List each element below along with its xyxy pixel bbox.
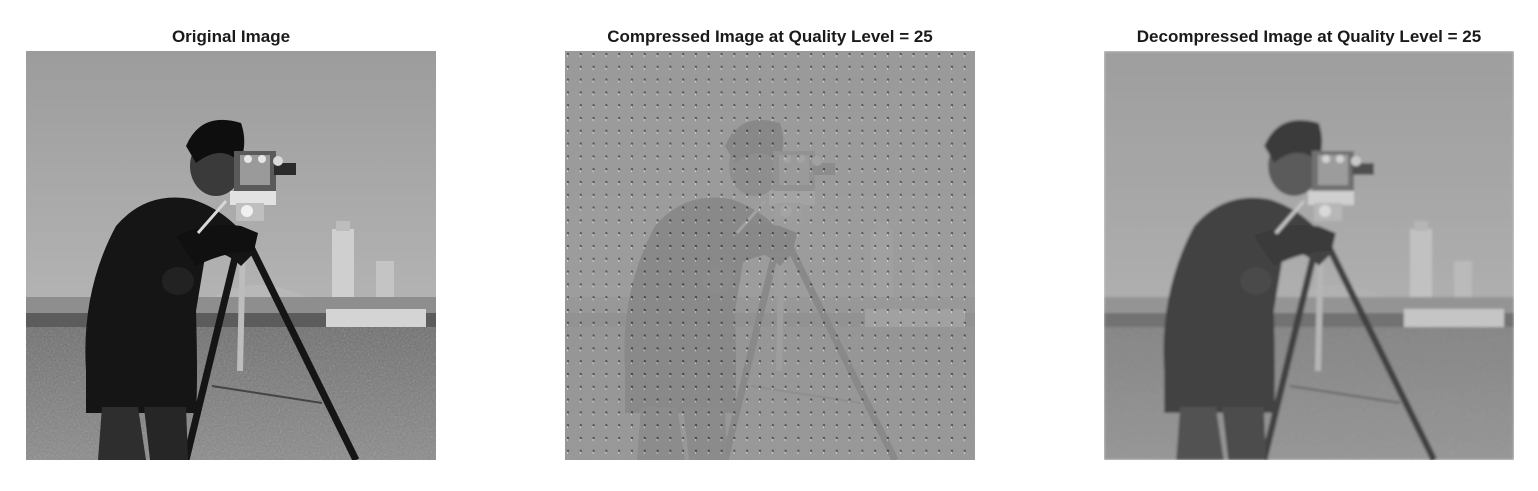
decompressed-image-panel: Decompressed Image at Quality Level = 25 — [1104, 0, 1514, 491]
compressed-image-panel: Compressed Image at Quality Level = 25 — [565, 0, 975, 491]
original-image — [26, 51, 436, 460]
original-image-panel: Original Image — [26, 0, 436, 491]
compressed-image — [565, 51, 975, 460]
panel-title: Compressed Image at Quality Level = 25 — [607, 27, 933, 46]
decompressed-image — [1104, 51, 1514, 460]
panel-title: Decompressed Image at Quality Level = 25 — [1136, 27, 1482, 46]
panel-title: Original Image — [171, 27, 291, 46]
